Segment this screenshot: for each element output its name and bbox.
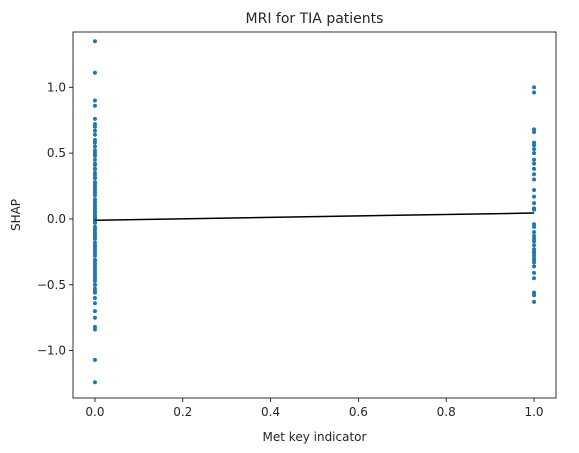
scatter-point <box>92 148 97 153</box>
y-tick-label: 1.0 <box>47 80 66 94</box>
scatter-point <box>92 357 97 362</box>
x-tick-label: 1.0 <box>524 405 543 419</box>
scatter-point <box>532 260 537 265</box>
y-axis-label: SHAP <box>9 199 23 231</box>
scatter-point <box>92 180 97 185</box>
scatter-point <box>532 194 537 199</box>
scatter-point <box>92 282 97 287</box>
scatter-point <box>532 230 537 235</box>
ticks-layer: 0.0 0.2 0.4 0.6 0.8 1.0 −1.0 −0.5 0.0 0.5 1.0 <box>37 80 544 419</box>
scatter-point <box>532 130 537 135</box>
scatter-point <box>92 70 97 75</box>
scatter-point <box>532 147 537 152</box>
plot-layer <box>92 39 537 385</box>
scatter-point <box>532 85 537 90</box>
scatter-point <box>92 380 97 385</box>
scatter-point <box>532 256 537 261</box>
x-tick-label: 0.8 <box>437 405 456 419</box>
scatter-point <box>92 206 97 211</box>
scatter-point <box>92 259 97 264</box>
scatter-point <box>532 243 537 248</box>
scatter-point <box>92 301 97 306</box>
scatter-point <box>92 215 97 220</box>
scatter-point <box>532 207 537 212</box>
scatter-point <box>92 153 97 158</box>
scatter-point <box>532 222 537 227</box>
trend-line <box>94 212 535 222</box>
scatter-point <box>92 173 97 178</box>
scatter-point <box>532 177 537 182</box>
scatter-point <box>92 248 97 253</box>
scatter-point <box>92 39 97 44</box>
scatter-point <box>532 276 537 281</box>
x-tick-label: 0.2 <box>173 405 192 419</box>
scatter-point <box>532 236 537 241</box>
scatter-point <box>532 161 537 166</box>
scatter-point <box>92 140 97 145</box>
y-tick-label: −1.0 <box>37 344 66 358</box>
scatter-point <box>92 274 97 279</box>
scatter-point <box>532 249 537 254</box>
scatter-point <box>92 269 97 274</box>
scatter-point <box>92 166 97 171</box>
scatter-point <box>92 309 97 314</box>
scatter-point <box>92 232 97 237</box>
scatter-point <box>532 166 537 171</box>
scatter-point <box>92 132 97 137</box>
scatter-point <box>92 243 97 248</box>
y-tick-label: 0.0 <box>47 212 66 226</box>
scatter-point <box>92 187 97 192</box>
scatter-point <box>92 161 97 166</box>
scatter-point <box>532 270 537 275</box>
scatter-point <box>92 289 97 294</box>
scatter-point <box>532 143 537 148</box>
scatter-point <box>532 264 537 269</box>
scatter-point <box>92 193 97 198</box>
scatter-point <box>92 103 97 108</box>
scatter-point <box>532 187 537 192</box>
scatter-point <box>92 201 97 206</box>
scatter-point <box>532 201 537 206</box>
scatter-point <box>92 295 97 300</box>
scatter-point <box>92 264 97 269</box>
scatter-point <box>92 278 97 283</box>
y-tick-label: −0.5 <box>37 278 66 292</box>
scatter-point <box>92 227 97 232</box>
scatter-point <box>92 124 97 129</box>
x-tick-label: 0.0 <box>85 405 104 419</box>
scatter-point <box>92 116 97 121</box>
scatter-point <box>532 90 537 95</box>
scatter-point <box>92 98 97 103</box>
chart-title: MRI for TIA patients <box>246 11 384 27</box>
scatter-point <box>92 210 97 215</box>
scatter-point <box>92 144 97 149</box>
scatter-point <box>92 327 97 332</box>
scatter-point <box>532 157 537 162</box>
scatter-point <box>92 236 97 241</box>
x-tick-label: 0.4 <box>261 405 280 419</box>
scatter-point <box>92 128 97 133</box>
scatter-point <box>532 172 537 177</box>
scatter-point <box>532 299 537 304</box>
y-tick-label: 0.5 <box>47 146 66 160</box>
scatter-point <box>92 157 97 162</box>
plot-frame <box>72 31 557 399</box>
scatter-point <box>92 315 97 320</box>
scatter-point <box>532 293 537 298</box>
scatter-point <box>532 151 537 156</box>
scatter-point <box>92 253 97 258</box>
x-tick-label: 0.6 <box>349 405 368 419</box>
x-axis-label: Met key indicator <box>263 430 367 444</box>
